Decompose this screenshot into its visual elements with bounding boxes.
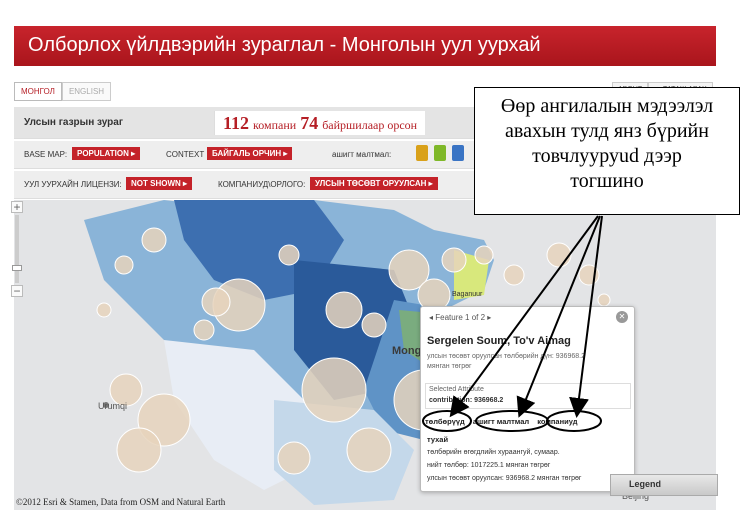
base-map-label: BASE MAP: <box>24 150 68 159</box>
mine-circle[interactable] <box>388 249 430 291</box>
base-map-button[interactable]: POPULATION ▸ <box>72 147 141 160</box>
zoom-slider[interactable] <box>15 215 19 283</box>
callout-line4: тогшино <box>570 170 644 192</box>
popup-line1b: мянган төгрөг <box>427 363 472 370</box>
arrow-to-minerals-tab <box>516 215 601 418</box>
mine-circle[interactable] <box>109 373 143 407</box>
instruction-callout: Өөр ангилалын мэдээлэл авахын тулд янз б… <box>474 87 740 215</box>
popup-line1: улсын төсөвт оруулсан төлбөрийн дүн: 936… <box>427 353 585 360</box>
tab-companies[interactable]: компаниуд <box>537 417 578 426</box>
zoom-in-button[interactable]: + <box>11 201 23 213</box>
gold-icon[interactable] <box>416 145 428 161</box>
coal-icon[interactable] <box>452 145 464 161</box>
tab-minerals[interactable]: ашигт малтмал <box>472 417 530 426</box>
mine-circle[interactable] <box>201 287 231 317</box>
mine-circle[interactable] <box>96 302 112 318</box>
city-label: Mong <box>392 345 422 357</box>
mine-circle[interactable] <box>361 312 387 338</box>
mine-circle[interactable] <box>116 427 162 473</box>
summary-counts: 112 компани 74 байршилаар орсон <box>214 111 426 135</box>
company-count: 112 <box>223 113 250 133</box>
urumqi-label: Urumqi <box>98 401 128 411</box>
mine-circle[interactable] <box>114 255 134 275</box>
mongolia-southeast-region <box>274 400 414 505</box>
filter-row-basemap: BASE MAP: POPULATION ▸ CONTEXT БАЙГАЛЬ О… <box>14 141 474 169</box>
zoom-out-button[interactable]: − <box>11 285 23 297</box>
legend-button[interactable]: Legend <box>610 474 718 496</box>
location-count: 74 <box>300 113 319 133</box>
popup-body2: нийт төлбөр: 1017225.1 мянган төгрөг <box>427 462 551 469</box>
map-summary-panel: Улсын газрын зураг 112 компани 74 байрши… <box>14 107 474 139</box>
beijing-label: Beijing <box>622 491 650 501</box>
callout-line2: авахын тулд янз бүрийн <box>505 120 709 142</box>
mine-circle[interactable] <box>474 245 494 265</box>
companies-button[interactable]: УЛСЫН ТӨСӨВТ ОРУУЛСАН ▸ <box>310 177 438 190</box>
company-label: компани <box>253 118 297 132</box>
callout-line1: Өөр ангилалын мэдээлэл <box>500 95 714 117</box>
popup-heading: тухай <box>427 435 449 444</box>
close-icon[interactable]: ✕ <box>616 311 628 323</box>
popup-title: Sergelen Soum, To'v Aimag <box>427 335 571 347</box>
baganuur-label: Baganuur <box>452 291 483 298</box>
legend-label: Legend <box>629 479 662 489</box>
arrow-to-payments-tab <box>449 215 599 418</box>
arrow-to-companies-tab <box>569 215 603 418</box>
popup-nav[interactable]: ◂ Feature 1 of 2 ▸ <box>429 313 492 322</box>
mine-circle[interactable] <box>325 291 363 329</box>
license-button[interactable]: NOT SHOWN ▸ <box>126 177 193 190</box>
page-title: Олборлох үйлдвэрийн зураглал - Монголын … <box>28 34 541 56</box>
zoom-slider-thumb[interactable] <box>12 265 22 271</box>
companies-label: КОМПАНИУД\ОРЛОГО: <box>218 180 306 189</box>
map-title: Улсын газрын зураг <box>24 117 124 128</box>
tab-payments[interactable]: төлбөрүүд <box>425 417 465 426</box>
filter-row-license: УУЛ УУРХАЙН ЛИЦЕНЗИ: NOT SHOWN ▸ КОМПАНИ… <box>14 171 474 199</box>
tab-english[interactable]: ENGLISH <box>61 82 112 101</box>
context-label: CONTEXT <box>166 150 205 159</box>
app-title-bar: Олборлох үйлдвэрийн зураглал - Монголын … <box>14 26 716 66</box>
popup-body3: улсын төсөвт оруулсан: 936968.2 мянган т… <box>427 475 582 482</box>
mine-circle[interactable] <box>278 244 300 266</box>
mine-circle[interactable] <box>193 319 215 341</box>
highlight-minerals-tab <box>475 410 549 432</box>
license-label: УУЛ УУРХАЙН ЛИЦЕНЗИ: <box>24 180 122 189</box>
mine-circle[interactable] <box>346 427 392 473</box>
popup-body1: төлбөрийн өгөгдлийн хураангуй, сумаар. <box>427 449 560 456</box>
highlight-companies-tab <box>546 410 602 432</box>
mine-circle[interactable] <box>503 264 525 286</box>
map-canvas <box>84 200 611 505</box>
tab-mongolian[interactable]: МОНГОЛ <box>14 82 62 101</box>
copper-icon[interactable] <box>434 145 446 161</box>
popup-tabs: төлбөрүүд ашигт малтмал компаниуд <box>425 417 585 426</box>
mine-circle[interactable] <box>141 227 167 253</box>
minerals-label: ашигт малтмал: <box>332 150 392 159</box>
zoom-control[interactable]: + − <box>11 201 23 297</box>
urumqi-dot <box>103 402 109 408</box>
location-label: байршилаар орсон <box>322 118 418 132</box>
selected-attribute-label: Selected Attribute <box>429 386 484 393</box>
map-credit: ©2012 Esri & Stamen, Data from OSM and N… <box>16 497 226 507</box>
mine-circle[interactable] <box>441 247 467 273</box>
highlight-payments-tab <box>422 410 472 432</box>
production-circles <box>96 227 611 475</box>
mine-circle[interactable] <box>277 441 311 475</box>
language-tabs: МОНГОЛ ENGLISH <box>14 82 112 101</box>
callout-line3: товчлууруud дээр <box>532 145 682 167</box>
context-button[interactable]: БАЙГАЛЬ ОРЧИН ▸ <box>207 147 293 160</box>
feature-counter: Feature 1 of 2 <box>435 313 486 322</box>
mine-circle[interactable] <box>301 357 367 423</box>
